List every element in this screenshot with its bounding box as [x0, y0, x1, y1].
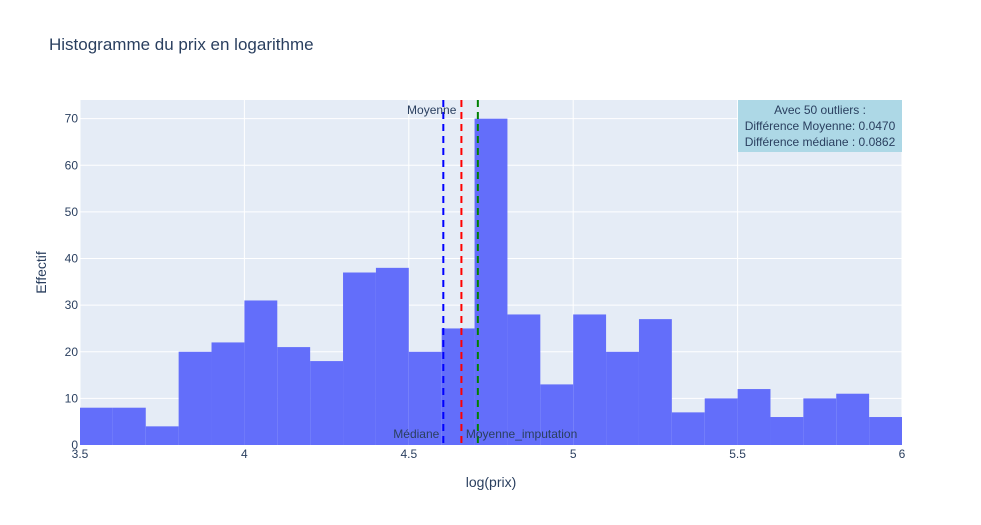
vline-label-médiane: Médiane	[393, 427, 439, 441]
histogram-bar	[277, 347, 311, 445]
y-tick-label: 70	[65, 112, 79, 126]
histogram-bar	[540, 384, 574, 445]
histogram-bar	[408, 351, 442, 445]
x-tick-label: 4.5	[400, 447, 417, 461]
annotation-background	[738, 100, 902, 152]
histogram-bar	[606, 351, 639, 445]
reference-lines: Médiane Moyenne Moyenne_imputation	[393, 100, 577, 445]
histogram-bar	[803, 398, 837, 445]
histogram-bar	[441, 328, 475, 445]
y-tick-label: 60	[65, 158, 79, 172]
y-tick-label: 10	[65, 391, 79, 405]
histogram-bar	[770, 417, 804, 445]
y-axis-ticks: 0 10 20 30 40 50 60 70	[65, 112, 79, 452]
histogram-bar	[112, 407, 146, 445]
chart-title: Histogramme du prix en logarithme	[49, 35, 314, 54]
histogram-bar	[178, 351, 212, 445]
annotation-line: Avec 50 outliers :	[774, 103, 866, 117]
x-tick-label: 3.5	[72, 447, 89, 461]
histogram-bar	[145, 426, 179, 445]
y-tick-label: 30	[65, 298, 79, 312]
histogram-bar	[737, 389, 771, 445]
y-tick-label: 40	[65, 252, 79, 266]
annotation-line: Différence Moyenne: 0.0470	[745, 119, 896, 133]
histogram-bar	[343, 272, 376, 445]
histogram-bar	[375, 267, 409, 445]
y-axis-label: Effectif	[33, 251, 49, 294]
y-tick-label: 0	[71, 438, 78, 452]
histogram-bar	[474, 118, 508, 445]
y-tick-label: 20	[65, 345, 79, 359]
annotation-line: Différence médiane : 0.0862	[745, 135, 896, 149]
histogram-bar	[244, 300, 278, 445]
annotation-box: Avec 50 outliers : Différence Moyenne: 0.…	[738, 100, 902, 152]
histogram-bar	[211, 342, 245, 445]
histogram-bar	[573, 314, 607, 445]
y-tick-label: 50	[65, 205, 79, 219]
histogram-bar	[869, 417, 902, 445]
vline-label-moyenne: Moyenne	[407, 103, 457, 117]
histogram-bar	[704, 398, 738, 445]
histogram-bar	[80, 407, 113, 445]
histogram-bars	[80, 118, 902, 445]
x-axis-label: log(prix)	[466, 474, 517, 490]
histogram-bar	[310, 361, 344, 445]
x-tick-label: 5	[570, 447, 577, 461]
histogram-bar	[638, 319, 672, 445]
x-tick-label: 6	[899, 447, 906, 461]
vline-label-moyenne_imputation: Moyenne_imputation	[466, 427, 577, 441]
x-axis-ticks: 3.5 4 4.5 5 5.5 6	[72, 447, 906, 461]
x-tick-label: 4	[241, 447, 248, 461]
x-tick-label: 5.5	[729, 447, 746, 461]
histogram-bar	[507, 314, 541, 445]
histogram-bar	[836, 393, 870, 445]
histogram-bar	[671, 412, 705, 445]
